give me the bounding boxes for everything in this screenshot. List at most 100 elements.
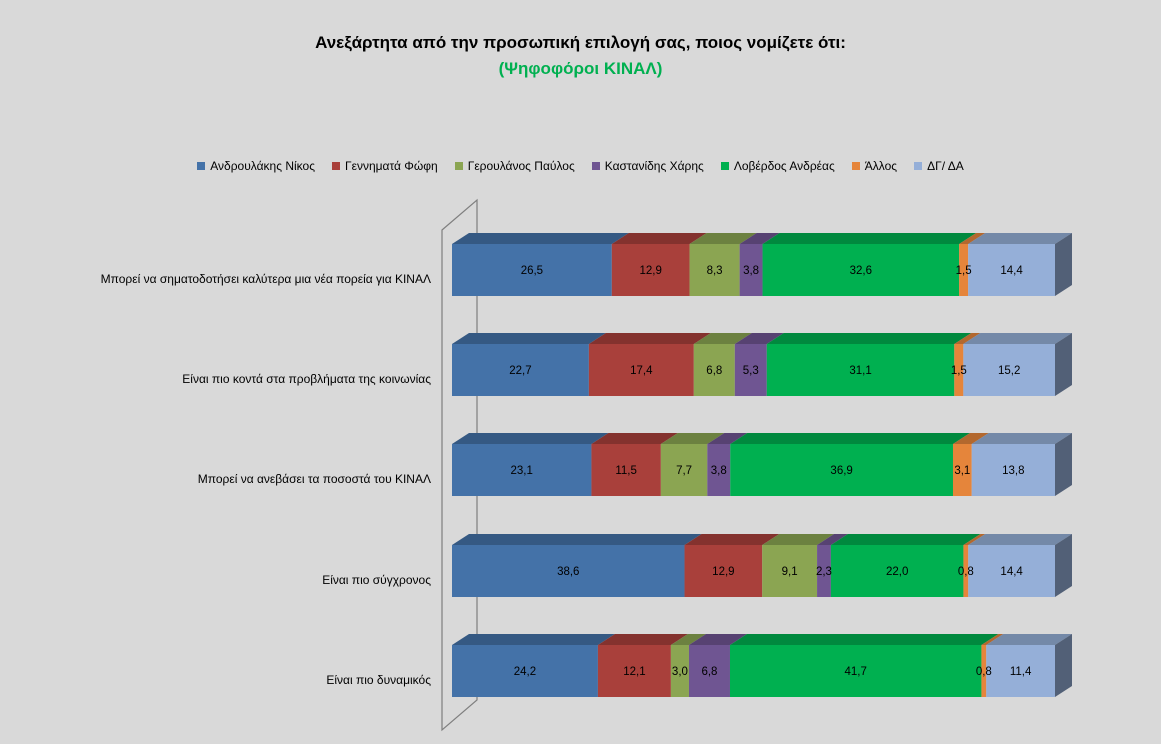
bar-top bbox=[963, 534, 986, 545]
data-label: 22,0 bbox=[886, 566, 908, 578]
bar-segment bbox=[684, 545, 763, 597]
bar-segment bbox=[817, 545, 831, 597]
bar-segment bbox=[963, 344, 1055, 396]
legend-swatch bbox=[197, 162, 206, 170]
data-label: 26,5 bbox=[521, 265, 543, 277]
data-label: 32,6 bbox=[850, 265, 872, 277]
legend-label: Γεννηματά Φώφη bbox=[344, 159, 438, 173]
data-label: 31,1 bbox=[849, 365, 871, 377]
legend-item: Λοβέρδος Ανδρέας bbox=[720, 159, 835, 173]
bar-segment bbox=[952, 444, 972, 496]
bar-top bbox=[588, 333, 711, 344]
data-label: 13,8 bbox=[1002, 465, 1024, 477]
category-label: Είναι πιο σύγχρονος bbox=[322, 573, 431, 587]
bar-segment bbox=[452, 645, 598, 697]
data-label: 12,9 bbox=[639, 265, 661, 277]
data-label: 36,9 bbox=[830, 465, 852, 477]
bar-segment bbox=[452, 545, 685, 597]
legend-label: Άλλος bbox=[864, 159, 898, 173]
data-label: 11,5 bbox=[615, 465, 637, 477]
bar-segment bbox=[954, 344, 964, 396]
bar-top bbox=[688, 634, 747, 645]
bar-segment bbox=[730, 444, 953, 496]
chart-title: Ανεξάρτητα από την προσωπική επιλογή σας… bbox=[315, 33, 846, 52]
data-label: 14,4 bbox=[1000, 265, 1023, 277]
bar-top bbox=[986, 634, 1072, 645]
legend-swatch bbox=[591, 162, 600, 170]
data-label: 5,3 bbox=[743, 365, 759, 377]
bar-segment bbox=[986, 645, 1055, 697]
data-label: 15,2 bbox=[998, 365, 1020, 377]
data-label: 17,4 bbox=[630, 365, 653, 377]
bar-top bbox=[660, 433, 725, 444]
bar-segment bbox=[734, 344, 767, 396]
legend-item: Γερουλάνος Παύλος bbox=[454, 159, 575, 173]
bar-top bbox=[452, 634, 615, 645]
bar-top bbox=[597, 634, 688, 645]
legend-label: ΔΓ/ ΔΑ bbox=[927, 159, 964, 173]
bar-segment bbox=[452, 444, 592, 496]
bar-top bbox=[611, 233, 707, 244]
legend-swatch bbox=[720, 162, 729, 170]
bar-segment bbox=[968, 545, 1055, 597]
bar-top bbox=[734, 333, 784, 344]
data-label: 0,8 bbox=[976, 666, 992, 678]
bar-top bbox=[817, 534, 848, 545]
bar-segment bbox=[670, 645, 689, 697]
legend-label: Ανδρουλάκης Νίκος bbox=[210, 159, 315, 173]
bar-side bbox=[1055, 333, 1072, 396]
data-label: 0,8 bbox=[958, 566, 974, 578]
data-label: 14,4 bbox=[1000, 566, 1023, 578]
data-label: 41,7 bbox=[845, 666, 867, 678]
bar-segment bbox=[968, 244, 1055, 296]
bar-top bbox=[968, 534, 1072, 545]
bar-top bbox=[684, 534, 780, 545]
legend-item: Καστανίδης Χάρης bbox=[591, 159, 704, 173]
bar-top bbox=[452, 534, 702, 545]
bar-top bbox=[971, 433, 1072, 444]
data-label: 3,8 bbox=[711, 465, 727, 477]
bar-top bbox=[689, 233, 757, 244]
category-label: Μπορεί να σηματοδοτήσει καλύτερα μια νέα… bbox=[101, 272, 431, 286]
data-label: 6,8 bbox=[701, 666, 717, 678]
data-label: 2,3 bbox=[816, 566, 832, 578]
bar-segment bbox=[739, 244, 763, 296]
category-label: Είναι πιο κοντά στα προβλήματα της κοινω… bbox=[182, 372, 431, 386]
data-label: 9,1 bbox=[782, 566, 798, 578]
bar-top bbox=[952, 433, 989, 444]
data-label: 3,0 bbox=[672, 666, 688, 678]
data-label: 6,8 bbox=[706, 365, 722, 377]
legend-label: Καστανίδης Χάρης bbox=[604, 159, 704, 173]
data-label: 12,9 bbox=[712, 566, 734, 578]
bar-top bbox=[830, 534, 981, 545]
bar-top bbox=[963, 333, 1072, 344]
category-label: Είναι πιο δυναμικός bbox=[326, 673, 431, 687]
legend-item: Ανδρουλάκης Νίκος bbox=[197, 159, 315, 173]
chart-legend: Ανδρουλάκης Νίκος Γεννηματά Φώφη Γερουλάνο… bbox=[0, 159, 1161, 173]
bar-top bbox=[954, 333, 981, 344]
bar-segment bbox=[591, 444, 661, 496]
data-label: 38,6 bbox=[557, 566, 579, 578]
bar-top bbox=[729, 634, 999, 645]
bar-top bbox=[452, 233, 629, 244]
bar-segment bbox=[707, 444, 731, 496]
bar-segment bbox=[959, 244, 969, 296]
bar-segment bbox=[830, 545, 964, 597]
legend-swatch bbox=[851, 162, 860, 170]
bar-top bbox=[730, 433, 970, 444]
data-label: 22,7 bbox=[509, 365, 531, 377]
bar-segment bbox=[762, 545, 818, 597]
bar-segment bbox=[597, 645, 671, 697]
bar-segment bbox=[452, 244, 612, 296]
legend-item: ΔΓ/ ΔΑ bbox=[914, 159, 964, 173]
data-label: 1,5 bbox=[956, 265, 972, 277]
bar-top bbox=[762, 534, 835, 545]
bar-top bbox=[452, 433, 609, 444]
bar-side bbox=[1055, 634, 1072, 697]
bar-top bbox=[766, 333, 972, 344]
bar-top bbox=[707, 433, 748, 444]
bar-top bbox=[670, 634, 706, 645]
legend-swatch bbox=[914, 162, 923, 170]
data-label: 11,4 bbox=[1010, 666, 1032, 678]
